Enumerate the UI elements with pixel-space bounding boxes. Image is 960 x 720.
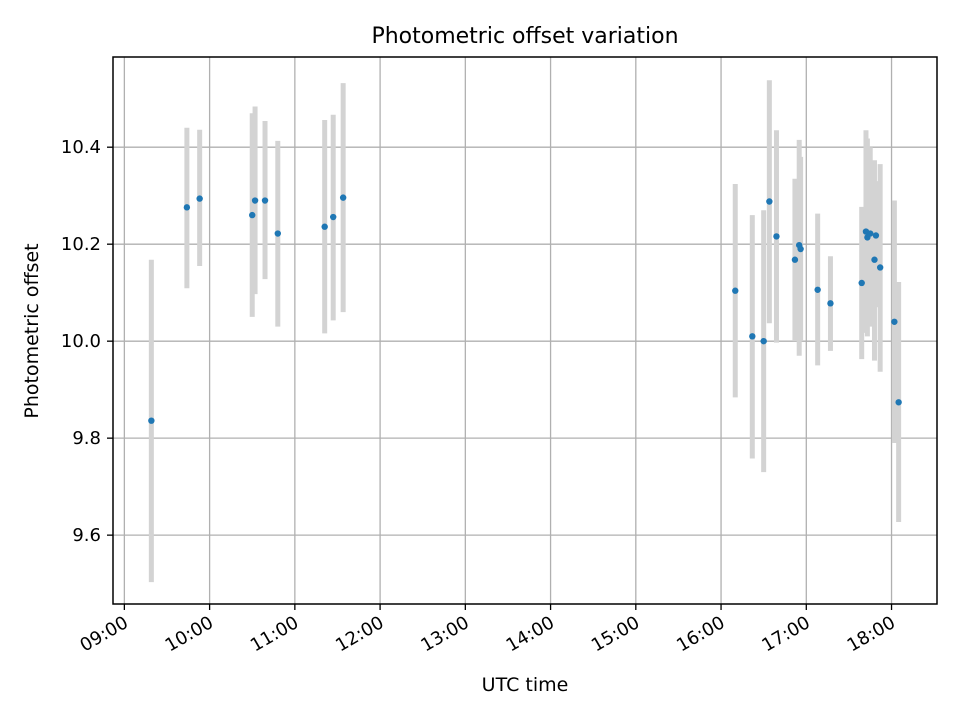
y-tick-label: 9.8 (72, 428, 101, 449)
data-point (330, 213, 337, 221)
data-points (148, 194, 902, 424)
data-point (274, 230, 281, 237)
data-point (251, 197, 259, 204)
data-point (827, 300, 834, 307)
data-point (148, 417, 155, 424)
data-point (797, 245, 804, 253)
data-point (858, 279, 865, 287)
data-point (760, 337, 767, 345)
plot-frame (112, 56, 938, 605)
data-point (872, 232, 880, 239)
data-point (867, 230, 874, 237)
data-point (749, 333, 756, 340)
grid (113, 57, 937, 604)
data-point (791, 256, 799, 263)
data-point (773, 233, 780, 240)
data-point (876, 264, 884, 271)
data-point (261, 197, 269, 204)
data-point (891, 318, 898, 325)
y-axis-label: Photometric offset (21, 243, 43, 418)
y-tick-label: 10.4 (61, 137, 101, 158)
y-tick-label: 10.2 (61, 234, 101, 255)
y-tick-label: 10.0 (61, 331, 101, 352)
data-point (732, 287, 739, 294)
y-axis-ticks: 9.6 9.8 10.0 10.2 10.4 (61, 137, 113, 546)
data-point (871, 256, 878, 263)
data-point (249, 211, 256, 219)
data-point (196, 195, 203, 202)
chart-title: Photometric offset variation (371, 24, 678, 49)
data-point (339, 194, 347, 201)
data-point (321, 223, 328, 230)
data-point (814, 286, 821, 293)
data-point (183, 204, 191, 211)
x-axis-label: UTC time (482, 674, 569, 696)
data-point (895, 399, 902, 406)
y-tick-label: 9.6 (72, 525, 101, 546)
data-point (766, 198, 773, 205)
